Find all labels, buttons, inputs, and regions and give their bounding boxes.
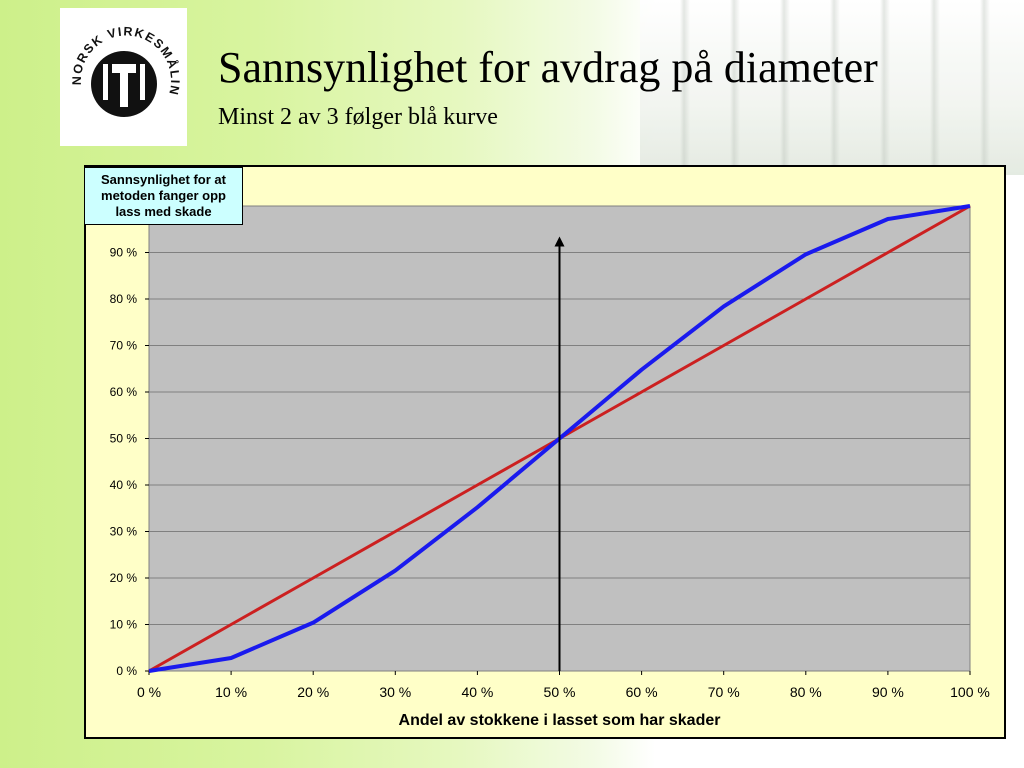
x-tick-label: 30 % xyxy=(379,684,411,700)
y-tick-label: 60 % xyxy=(110,385,138,399)
x-tick-label: 100 % xyxy=(950,684,990,700)
y-axis-title: Sannsynlighet for at metoden fanger opp … xyxy=(101,172,226,219)
slide-title: Sannsynlighet for avdrag på diameter xyxy=(218,43,878,92)
annotation-arrow-head xyxy=(554,236,565,247)
y-tick-label: 30 % xyxy=(110,525,138,539)
annotation-layer xyxy=(554,236,565,671)
slide-subtitle: Minst 2 av 3 følger blå kurve xyxy=(218,104,498,130)
x-tick-label: 0 % xyxy=(137,684,161,700)
y-tick-label: 0 % xyxy=(116,664,137,678)
y-tick-label: 10 % xyxy=(110,618,138,632)
y-tick-label: 80 % xyxy=(110,292,138,306)
y-tick-label: 90 % xyxy=(110,246,138,260)
x-tick-label: 80 % xyxy=(790,684,822,700)
x-tick-label: 40 % xyxy=(461,684,493,700)
forest-background xyxy=(640,0,1024,175)
x-axis-title: Andel av stokkene i lasset som har skade… xyxy=(399,712,721,729)
x-tick-label: 90 % xyxy=(872,684,904,700)
y-tick-label: 70 % xyxy=(110,339,138,353)
norsk-virkesmaling-logo: NORSK VIRKESMÅLING xyxy=(54,0,187,146)
x-axis-ticks: 0 % 10 % 20 % 30 % 40 % 50 % 60 % 70 % 80 % 90 % 1… xyxy=(137,671,990,700)
x-tick-label: 60 % xyxy=(626,684,658,700)
x-tick-label: 70 % xyxy=(708,684,740,700)
x-tick-label: 50 % xyxy=(544,684,576,700)
y-tick-label: 50 % xyxy=(110,432,138,446)
x-tick-label: 10 % xyxy=(215,684,247,700)
y-axis-title-box: Sannsynlighet for at metoden fanger opp … xyxy=(84,167,243,225)
y-tick-label: 40 % xyxy=(110,478,138,492)
y-tick-label: 20 % xyxy=(110,571,138,585)
y-axis-ticks: 0 % 10 % 20 % 30 % 40 % 50 % 60 % 70 % 80 % 90 % xyxy=(110,246,149,678)
x-tick-label: 20 % xyxy=(297,684,329,700)
